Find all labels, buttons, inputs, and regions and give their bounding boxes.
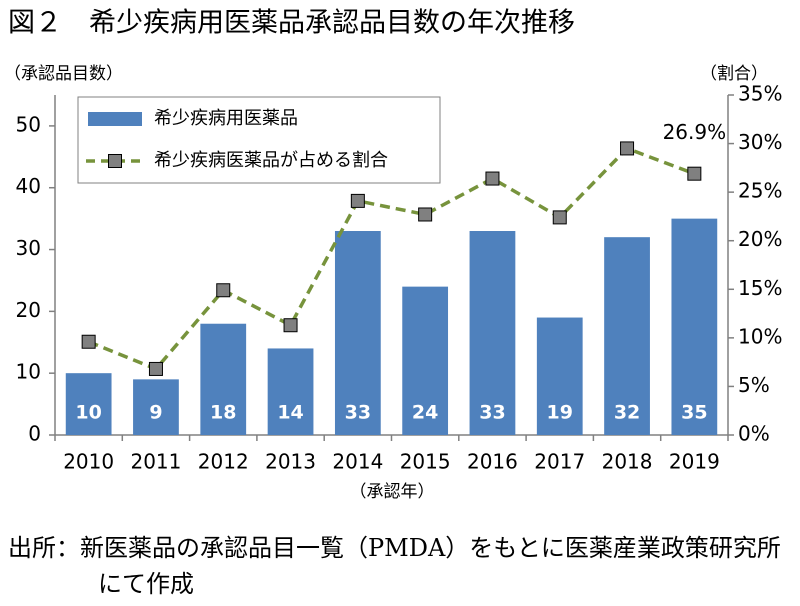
legend-marker — [108, 154, 122, 168]
y2-tick-label: 35% — [738, 82, 782, 106]
line-marker — [485, 171, 500, 186]
line-marker — [148, 361, 163, 376]
line-marker — [687, 166, 702, 181]
y-tick-label: 0 — [28, 422, 41, 446]
bar-value-label: 14 — [277, 402, 303, 424]
y-tick-label: 20 — [16, 298, 41, 322]
line-marker — [350, 193, 365, 208]
y2-tick-label: 5% — [738, 373, 770, 397]
bar-value-label: 35 — [681, 402, 707, 424]
bar — [402, 286, 449, 435]
x-tick-label: 2018 — [602, 450, 653, 474]
bar-value-label: 9 — [149, 402, 162, 424]
line-value-label: 26.9% — [663, 120, 727, 144]
x-tick-label: 2013 — [265, 450, 316, 474]
bar-value-label: 19 — [547, 402, 573, 424]
y2-tick-label: 15% — [738, 276, 782, 300]
legend-label: 希少疾病医薬品が占める割合 — [154, 150, 388, 171]
bar — [469, 231, 516, 435]
bar — [604, 237, 650, 435]
x-tick-label: 2017 — [534, 450, 585, 474]
y2-tick-label: 30% — [738, 130, 782, 154]
chart-title: 図２ 希少疾病用医薬品承認品目数の年次推移 — [8, 8, 575, 39]
y-tick-label: 10 — [16, 360, 41, 384]
line-marker — [216, 283, 231, 298]
legend-label: 希少疾病用医薬品 — [154, 108, 298, 129]
y-tick-label: 30 — [16, 236, 41, 260]
y2-tick-label: 20% — [738, 227, 782, 251]
bar-value-label: 32 — [614, 402, 640, 424]
bar-value-label: 24 — [412, 402, 438, 424]
bar-value-label: 10 — [75, 402, 101, 424]
y2-tick-label: 10% — [738, 324, 782, 348]
legend-swatch — [88, 112, 142, 126]
bar — [671, 218, 718, 435]
bar — [133, 379, 179, 435]
bar — [200, 323, 247, 435]
bar — [65, 373, 112, 435]
bar — [267, 348, 314, 435]
bar-value-label: 18 — [210, 402, 236, 424]
y-axis-label: （承認品目数） — [4, 64, 123, 84]
x-axis-label: （承認年） — [350, 482, 435, 502]
x-tick-label: 2012 — [198, 450, 249, 474]
bar — [536, 317, 583, 435]
x-tick-label: 2019 — [669, 450, 720, 474]
source-note: 出所：新医薬品の承認品目一覧（PMDA）をもとに医薬産業政策研究所にて作成 — [8, 534, 781, 598]
x-tick-label: 2011 — [130, 450, 181, 474]
y2-tick-label: 0% — [738, 422, 770, 446]
line-marker — [81, 334, 96, 349]
bar-value-label: 33 — [479, 402, 505, 424]
x-tick-label: 2016 — [467, 450, 518, 474]
bar — [334, 231, 381, 435]
x-tick-label: 2015 — [400, 450, 451, 474]
x-tick-label: 2014 — [332, 450, 383, 474]
legend-box — [77, 96, 441, 184]
line-marker — [283, 318, 298, 333]
y2-tick-label: 25% — [738, 179, 782, 203]
y-tick-label: 40 — [16, 174, 41, 198]
chart: 図２ 希少疾病用医薬品承認品目数の年次推移 （承認品目数） （割合） （承認年）… — [4, 8, 782, 503]
line — [87, 146, 695, 372]
y2-axis-label: （割合） — [700, 64, 768, 84]
line-marker — [620, 141, 635, 156]
line-marker — [552, 210, 567, 225]
x-tick-label: 2010 — [63, 450, 114, 474]
line-marker — [418, 207, 433, 222]
bar-value-label: 33 — [345, 402, 371, 424]
y-tick-label: 50 — [16, 112, 41, 136]
